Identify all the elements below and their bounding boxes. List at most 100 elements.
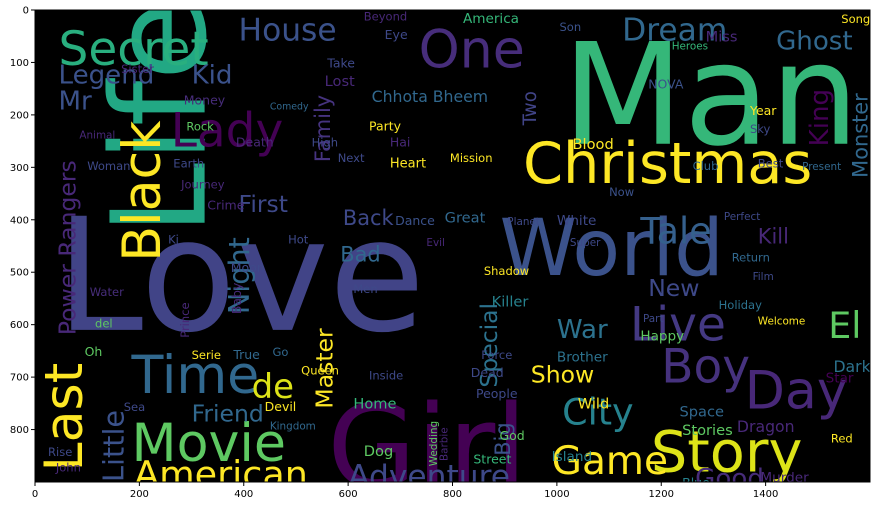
word-good: Good: [695, 464, 764, 494]
x-tick-label: 0: [32, 489, 38, 500]
x-tick-label: 1400: [753, 489, 778, 500]
word-master: Master: [310, 328, 338, 409]
word-war: War: [557, 315, 608, 345]
y-tick-label: 400: [10, 215, 29, 226]
word-del: del: [95, 316, 113, 330]
word-people: People: [476, 386, 518, 401]
x-tick-label: 800: [443, 489, 462, 500]
word-big: Big: [491, 422, 515, 455]
word-girl: Girl: [327, 381, 527, 505]
word-adventure: Adventure: [348, 459, 510, 495]
word-space: Space: [680, 403, 724, 420]
word-last: Last: [35, 363, 95, 472]
word-wedding: Wedding: [428, 421, 440, 466]
word-heart: Heart: [390, 156, 426, 171]
word-best: Best: [758, 156, 784, 170]
x-tick-label: 600: [339, 489, 358, 500]
word-american: American: [134, 453, 308, 496]
word-death: Death: [236, 134, 274, 149]
word-secret: Secret: [58, 22, 208, 77]
x-tick-label: 1200: [649, 489, 674, 500]
word-new: New: [648, 274, 699, 302]
x-tick-label: 400: [234, 489, 253, 500]
y-tick-label: 500: [10, 268, 29, 279]
word-dream: Dream: [622, 12, 727, 48]
word-sea: Sea: [124, 400, 145, 414]
word-baby: Baby: [229, 282, 244, 314]
word-day: Day: [745, 362, 848, 422]
x-tick-label: 200: [130, 489, 149, 500]
word-boy: Boy: [661, 339, 750, 394]
word-game: Game: [552, 439, 668, 484]
word-journey: Journey: [180, 177, 225, 191]
y-tick-label: 800: [10, 425, 29, 436]
word-america: America: [463, 11, 519, 27]
word-rise: Rise: [48, 445, 72, 459]
y-tick-label: 600: [10, 320, 29, 331]
word-beyond: Beyond: [364, 9, 407, 23]
word-dance: Dance: [395, 213, 435, 228]
word-crime: Crime: [207, 197, 245, 212]
word-barbie: Barbie: [438, 427, 450, 461]
word-life: Life: [84, 0, 236, 235]
word-battle: Battle: [776, 486, 814, 501]
y-tick-label: 700: [10, 373, 29, 384]
word-go: Go: [272, 345, 288, 359]
word-kid: Kid: [192, 60, 233, 90]
word-live: Live: [630, 297, 726, 352]
word-song: Song: [841, 12, 870, 26]
word-back: Back: [343, 206, 395, 230]
word-monster: Monster: [848, 93, 872, 178]
word-star: Star: [826, 370, 854, 386]
word-night: Night: [222, 237, 256, 314]
word-stories: Stories: [682, 422, 733, 439]
word-murder: Murder: [760, 470, 809, 486]
word-time: Time: [131, 346, 260, 406]
word-brother: Brother: [557, 349, 608, 365]
word-money: Money: [184, 92, 226, 107]
word-oh: Oh: [85, 344, 103, 359]
word-shadow: Shadow: [484, 264, 529, 278]
word-great: Great: [445, 209, 486, 226]
word-mr: Mr: [58, 87, 92, 117]
word-christmas: Christmas: [523, 130, 812, 197]
word-show: Show: [531, 360, 594, 388]
word-red: Red: [831, 432, 853, 446]
word-special: Special: [475, 303, 503, 388]
word-killer: Killer: [492, 293, 529, 310]
word-now: Now: [609, 185, 634, 199]
y-axis: 0 100 200 300 400 500 600 700 800: [10, 6, 35, 436]
word-blue: Blue: [682, 475, 710, 490]
word-high: High: [312, 135, 338, 149]
word-true: True: [232, 347, 260, 362]
word-bad: Bad: [340, 243, 380, 267]
word-next: Next: [338, 151, 365, 165]
word-rock: Rock: [186, 120, 214, 134]
word-perfect: Perfect: [724, 211, 760, 223]
word-man: Man: [562, 14, 859, 178]
word-wild: Wild: [578, 396, 609, 413]
word-ki: Ki: [168, 232, 179, 246]
word-film: Film: [753, 271, 774, 283]
word-white: White: [557, 213, 597, 229]
word-serie: Serie: [192, 348, 221, 362]
word-mission: Mission: [450, 151, 493, 165]
word-year: Year: [749, 103, 777, 118]
word-first: First: [239, 190, 288, 218]
word-one: One: [419, 21, 525, 81]
word-love: Love: [56, 185, 425, 367]
word-two: Two: [520, 91, 541, 126]
word-force: Force: [481, 348, 512, 362]
word-el: El: [828, 304, 861, 347]
word-story: Story: [651, 419, 803, 486]
word-nova: NOVA: [648, 77, 684, 92]
word-part: Part: [643, 313, 664, 325]
word-chhota-bheem: Chhota Bheem: [372, 87, 488, 106]
word-god: God: [499, 428, 524, 443]
word-world: World: [499, 203, 723, 294]
word-hai: Hai: [390, 134, 411, 149]
word-king: King: [805, 89, 835, 146]
word-house: House: [239, 12, 337, 48]
word-dog: Dog: [364, 443, 393, 460]
